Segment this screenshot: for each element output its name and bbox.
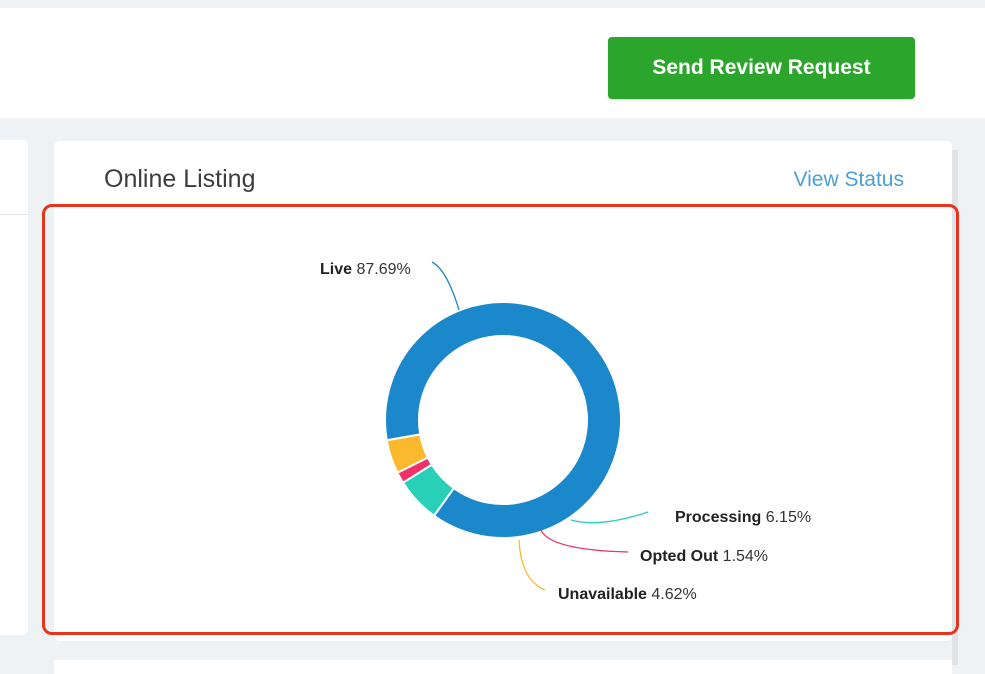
adjacent-card-divider [0, 214, 28, 215]
leader-live [431, 261, 460, 311]
leader-lines [431, 261, 649, 591]
send-review-request-button[interactable]: Send Review Request [608, 37, 915, 99]
slice-live[interactable] [384, 301, 622, 539]
leader-processing [570, 511, 649, 524]
donut-slices [384, 301, 622, 539]
adjacent-card [0, 140, 28, 635]
next-card-edge [54, 660, 952, 674]
label-live: Live 87.69% [320, 261, 411, 278]
top-strip [0, 0, 985, 8]
scrollbar[interactable] [952, 150, 958, 665]
leader-opted-out [540, 529, 629, 553]
label-opted-out: Opted Out 1.54% [640, 548, 768, 565]
slice-unavailable[interactable] [385, 433, 430, 475]
view-status-link[interactable]: View Status [793, 168, 904, 191]
online-listing-card [54, 141, 952, 641]
highlight-frame [42, 204, 959, 635]
label-unavailable: Unavailable 4.62% [558, 586, 697, 603]
slice-labels: Live 87.69% Processing 6.15% Opted Out 1.5… [320, 261, 811, 603]
card-title: Online Listing [104, 165, 256, 193]
label-processing: Processing 6.15% [675, 509, 811, 526]
leader-unavailable [518, 539, 546, 591]
